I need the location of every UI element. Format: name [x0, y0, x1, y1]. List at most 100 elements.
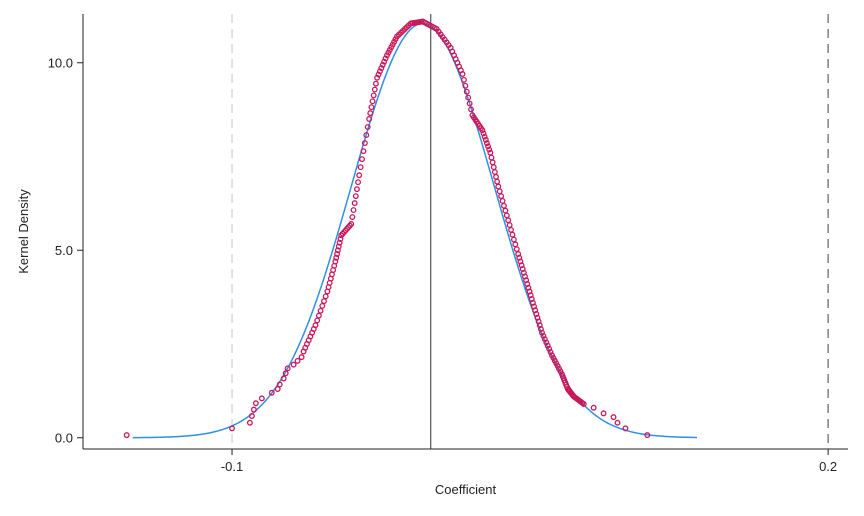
density-point-83 [381, 58, 388, 65]
density-point-29 [312, 322, 319, 329]
density-point-131 [465, 94, 472, 101]
density-point-5 [252, 400, 259, 407]
density-point-130 [463, 88, 470, 95]
density-point-149 [488, 154, 495, 161]
density-point-30 [314, 317, 321, 324]
density-point-43 [332, 258, 339, 265]
density-point-17 [600, 410, 607, 417]
density-point-10 [280, 375, 287, 382]
axes [82, 14, 848, 450]
y-ticks: 0.0 5.0 10.0 [48, 55, 83, 445]
density-point-69 [363, 132, 370, 139]
density-point-161 [503, 212, 510, 219]
density-point-152 [491, 169, 498, 175]
density-point-192 [541, 336, 548, 343]
density-point-225 [580, 401, 587, 407]
density-point-146 [485, 143, 492, 150]
normal-density-curve [132, 22, 697, 439]
density-point-65 [357, 164, 364, 171]
density-point-71 [366, 116, 373, 122]
density-point-141 [479, 127, 486, 134]
density-point-157 [498, 193, 505, 200]
density-point-155 [495, 183, 502, 190]
density-point-160 [502, 207, 509, 214]
density-point-167 [512, 241, 519, 248]
y-tick-label-2: 10.0 [48, 55, 73, 70]
density-point-61 [352, 193, 359, 200]
density-point-129 [462, 82, 469, 89]
density-point-132 [466, 100, 473, 107]
density-point-195 [546, 345, 553, 352]
density-point-59 [350, 207, 357, 214]
density-point-72 [367, 110, 374, 117]
density-point-78 [374, 74, 381, 81]
density-point-32 [317, 307, 324, 314]
density-point-164 [508, 226, 515, 233]
density-point-3 [248, 413, 255, 419]
density-point-194 [544, 342, 551, 349]
density-point-133 [468, 106, 474, 113]
density-point-1 [229, 425, 235, 432]
density-point-64 [356, 172, 363, 179]
density-point-60 [351, 200, 358, 207]
density-point-76 [371, 86, 378, 93]
density-point-73 [368, 104, 375, 111]
density-point-75 [370, 92, 377, 99]
y-tick-label-0: 0.0 [55, 430, 73, 445]
density-point-150 [489, 159, 496, 166]
density-point-6 [258, 395, 265, 402]
density-point-190 [539, 329, 545, 336]
x-ticks: -0.1 0.2 [221, 449, 837, 474]
density-point-12 [284, 365, 291, 372]
reference-lines [231, 14, 829, 449]
density-point-4 [250, 406, 257, 413]
density-point-8 [274, 386, 281, 392]
density-point-168 [513, 246, 520, 253]
density-point-82 [379, 61, 386, 68]
density-point-128 [460, 76, 467, 83]
density-point-144 [482, 136, 489, 143]
density-point-15 [298, 354, 305, 361]
density-point-165 [509, 231, 516, 238]
density-point-156 [496, 188, 503, 195]
density-point-19 [614, 419, 621, 426]
density-point-153 [493, 173, 499, 180]
density-point-127 [459, 71, 466, 77]
density-point-145 [483, 140, 490, 147]
density-point-163 [506, 222, 513, 229]
density-point-81 [378, 65, 385, 72]
density-point-162 [505, 217, 512, 224]
density-point-21 [644, 432, 651, 439]
y-axis-title: Kernel Density [16, 189, 31, 274]
density-point-80 [376, 68, 383, 75]
density-point-79 [375, 71, 382, 78]
density-point-62 [353, 186, 360, 193]
density-point-159 [501, 202, 507, 209]
density-point-63 [355, 179, 362, 186]
density-point-70 [364, 124, 371, 130]
density-point-47 [335, 243, 342, 250]
density-point-13 [290, 361, 297, 368]
density-point-11 [282, 370, 289, 377]
density-point-77 [372, 80, 379, 87]
density-point-143 [481, 133, 488, 140]
density-point-48 [336, 239, 343, 246]
density-point-16 [590, 404, 597, 411]
density-point-193 [543, 339, 550, 346]
density-point-0 [123, 432, 130, 439]
density-point-33 [319, 303, 326, 309]
density-point-191 [540, 333, 547, 339]
density-point-147 [486, 146, 493, 153]
density-point-34 [321, 298, 327, 305]
density-point-84 [382, 55, 389, 62]
density-point-31 [315, 312, 322, 319]
density-point-18 [610, 414, 617, 421]
density-point-14 [294, 357, 301, 364]
density-point-67 [360, 148, 367, 155]
density-point-49 [337, 236, 344, 242]
density-point-46 [334, 247, 341, 254]
density-point-166 [510, 236, 517, 243]
density-point-151 [490, 164, 497, 171]
density-point-9 [276, 381, 283, 388]
density-point-154 [494, 178, 501, 185]
